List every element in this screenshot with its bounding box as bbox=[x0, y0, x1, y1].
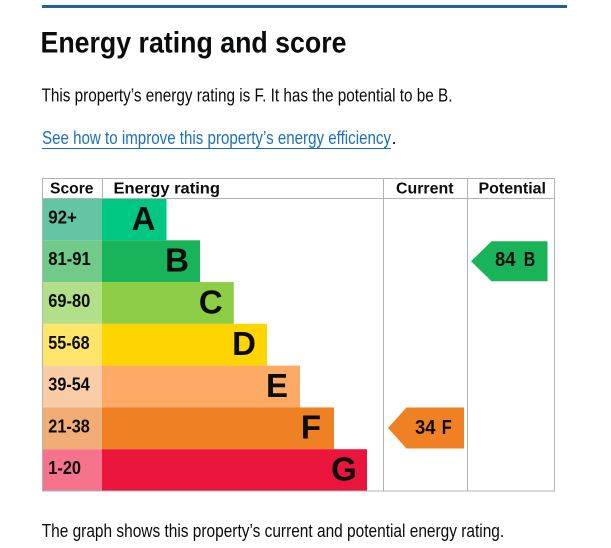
svg-text:Current: Current bbox=[396, 181, 454, 198]
svg-text:F: F bbox=[301, 409, 321, 446]
svg-text:The graph shows this property’: The graph shows this property’s current … bbox=[42, 521, 505, 541]
svg-text:69-80: 69-80 bbox=[48, 291, 90, 311]
svg-text:F: F bbox=[442, 417, 452, 439]
svg-text:B: B bbox=[165, 242, 189, 279]
svg-text:55-68: 55-68 bbox=[48, 333, 89, 353]
svg-text:Energy rating and score: Energy rating and score bbox=[41, 27, 347, 60]
svg-text:21-38: 21-38 bbox=[48, 416, 90, 436]
svg-text:D: D bbox=[232, 325, 256, 362]
svg-text:A: A bbox=[132, 200, 156, 237]
svg-text:E: E bbox=[266, 367, 288, 404]
svg-text:92+: 92+ bbox=[48, 207, 77, 227]
svg-text:B: B bbox=[524, 249, 536, 271]
svg-text:Energy rating: Energy rating bbox=[114, 181, 221, 198]
svg-text:81-91: 81-91 bbox=[48, 249, 90, 269]
svg-text:.: . bbox=[392, 128, 397, 148]
svg-text:G: G bbox=[331, 451, 357, 488]
svg-text:39-54: 39-54 bbox=[48, 375, 90, 395]
svg-text:Potential: Potential bbox=[479, 181, 547, 198]
svg-text:34: 34 bbox=[415, 417, 436, 439]
svg-text:Score: Score bbox=[50, 181, 94, 198]
svg-text:See how to improve this proper: See how to improve this property’s energ… bbox=[42, 128, 391, 148]
svg-text:84: 84 bbox=[495, 249, 516, 271]
svg-text:This property’s energy rating: This property’s energy rating is F. It h… bbox=[42, 85, 453, 105]
svg-text:C: C bbox=[199, 283, 223, 320]
svg-text:1-20: 1-20 bbox=[48, 458, 81, 478]
